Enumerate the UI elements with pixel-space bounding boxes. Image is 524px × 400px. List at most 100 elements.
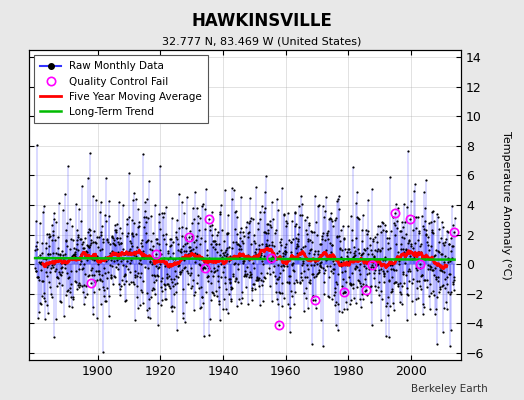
Point — [102, 298, 110, 304]
Point — [31, 243, 40, 249]
Point — [314, 201, 323, 208]
Point — [217, 202, 226, 208]
Point — [257, 250, 266, 256]
Point — [237, 300, 245, 306]
Point — [38, 250, 46, 256]
Point — [178, 233, 186, 239]
Point — [94, 268, 102, 275]
Point — [49, 250, 57, 256]
Point — [172, 289, 180, 295]
Point — [321, 250, 329, 256]
Point — [427, 218, 435, 225]
Point — [376, 222, 385, 229]
Point — [315, 268, 323, 275]
Point — [64, 275, 72, 282]
Point — [122, 278, 130, 284]
Point — [143, 290, 151, 297]
Point — [440, 268, 448, 275]
Point — [410, 188, 419, 194]
Point — [206, 241, 215, 248]
Point — [275, 274, 283, 280]
Point — [402, 290, 411, 297]
Point — [282, 263, 291, 269]
Point — [431, 274, 440, 280]
Point — [385, 334, 393, 340]
Point — [298, 261, 306, 268]
Point — [403, 204, 411, 210]
Point — [383, 300, 391, 306]
Point — [203, 252, 211, 258]
Point — [320, 270, 328, 277]
Point — [211, 238, 219, 244]
Point — [138, 288, 147, 295]
Point — [123, 221, 132, 227]
Point — [196, 304, 205, 310]
Point — [358, 227, 367, 234]
Point — [189, 292, 198, 299]
Point — [314, 250, 322, 257]
Point — [236, 235, 245, 242]
Point — [291, 276, 300, 283]
Point — [247, 274, 255, 280]
Point — [141, 239, 150, 245]
Point — [170, 275, 179, 282]
Point — [362, 227, 370, 233]
Point — [127, 240, 135, 246]
Point — [443, 274, 452, 281]
Point — [133, 243, 141, 250]
Point — [331, 289, 340, 296]
Point — [72, 200, 80, 207]
Point — [364, 228, 372, 234]
Point — [204, 273, 212, 279]
Point — [258, 298, 267, 304]
Point — [261, 230, 270, 237]
Point — [243, 230, 252, 236]
Point — [252, 277, 260, 284]
Point — [31, 265, 39, 271]
Point — [49, 264, 57, 271]
Point — [326, 248, 335, 255]
Point — [359, 212, 367, 218]
Point — [246, 269, 254, 276]
Point — [94, 234, 103, 240]
Point — [112, 264, 120, 270]
Point — [84, 273, 93, 279]
Point — [406, 253, 414, 260]
Point — [368, 251, 376, 257]
Point — [219, 306, 227, 312]
Point — [324, 293, 333, 300]
Point — [292, 221, 300, 228]
Point — [54, 245, 62, 252]
Point — [52, 218, 61, 225]
Point — [155, 211, 163, 217]
Point — [199, 300, 207, 306]
Point — [80, 245, 88, 252]
Point — [433, 341, 441, 348]
Point — [70, 252, 79, 258]
Point — [373, 231, 381, 238]
Point — [150, 279, 158, 286]
Point — [54, 274, 62, 281]
Point — [279, 295, 288, 302]
Point — [408, 248, 416, 255]
Point — [170, 291, 178, 298]
Point — [126, 238, 134, 244]
Point — [48, 262, 57, 268]
Point — [379, 271, 388, 277]
Point — [196, 284, 205, 290]
Point — [58, 269, 66, 276]
Point — [149, 285, 157, 291]
Point — [317, 317, 325, 324]
Point — [256, 276, 265, 283]
Point — [241, 253, 249, 259]
Point — [372, 287, 380, 293]
Point — [162, 204, 170, 210]
Point — [104, 239, 113, 246]
Point — [160, 281, 168, 288]
Point — [93, 277, 102, 283]
Point — [71, 279, 80, 285]
Point — [69, 296, 78, 302]
Point — [390, 232, 399, 239]
Point — [294, 224, 303, 230]
Point — [292, 243, 301, 249]
